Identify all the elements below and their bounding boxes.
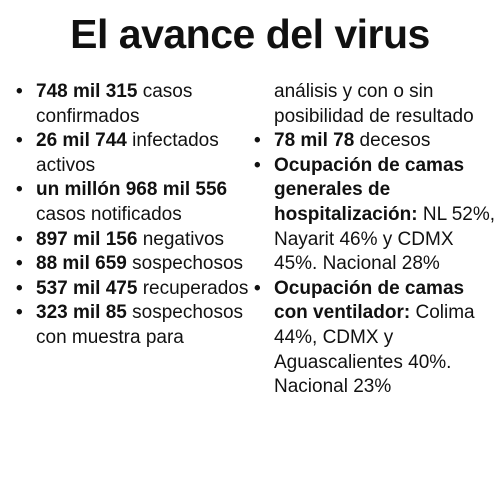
- list-item-active: • 26 mil 744 infectados activos: [16, 129, 250, 178]
- stat-value: 897 mil 156: [36, 228, 138, 250]
- stat-value: 323 mil 85: [36, 302, 127, 324]
- stats-list-right: análisis y con o sin posibilidad de resu…: [254, 80, 496, 400]
- bullet-icon: •: [254, 277, 261, 299]
- stat-label: sospechosos con muestra para: [36, 302, 244, 348]
- list-item-continuation: análisis y con o sin posibilidad de resu…: [274, 80, 496, 129]
- list-item-deaths: • 78 mil 78 decesos: [254, 129, 496, 154]
- list-item-negative: • 897 mil 156 negativos: [16, 228, 250, 253]
- stat-label: decesos: [354, 130, 431, 152]
- stat-value: 78 mil 78: [274, 130, 355, 152]
- stats-list-left: • 748 mil 315 casos confirmados • 26 mil 7…: [16, 80, 250, 351]
- list-item-ventilator-beds: • Ocupación de camas con ventilador: Coli…: [254, 277, 496, 400]
- list-item-recovered: • 537 mil 475 recuperados: [16, 277, 250, 302]
- stat-value: 537 mil 475: [36, 277, 138, 299]
- page-title: El avance del virus: [70, 11, 430, 57]
- stat-label: sospechosos: [126, 253, 244, 275]
- stat-label: casos confirmados: [36, 81, 193, 127]
- list-item-notified: • un millón 968 mil 556 casos notificados: [16, 178, 250, 227]
- list-item-general-beds: • Ocupación de camas generales de hospita…: [254, 154, 496, 277]
- bullet-icon: •: [16, 130, 23, 152]
- list-item-suspected: • 88 mil 659 sospechosos: [16, 252, 250, 277]
- stat-heading: Ocupación de camas con ventilador:: [274, 277, 465, 324]
- bullet-icon: •: [254, 154, 261, 176]
- bullet-icon: •: [16, 179, 23, 201]
- stat-label-continuation: análisis y con o sin posibilidad de resu…: [274, 81, 474, 127]
- bullet-icon: •: [16, 81, 23, 102]
- stat-value: un millón 968 mil 556: [36, 179, 228, 201]
- stat-label: recuperados: [137, 277, 249, 299]
- bullet-icon: •: [254, 130, 261, 152]
- stat-label: negativos: [137, 228, 225, 250]
- stat-value: 26 mil 744: [36, 130, 127, 152]
- bullet-icon: •: [16, 228, 23, 250]
- stat-value: 88 mil 659: [36, 253, 127, 275]
- stat-label: Colima 44%, CDMX y Aguascalientes 40%. N…: [274, 302, 475, 398]
- stat-heading: Ocupación de camas generales de hospital…: [274, 154, 465, 225]
- stat-label: NL 52%, Nayarit 46% y CDMX 45%. Nacional…: [274, 203, 496, 275]
- bullet-icon: •: [16, 253, 23, 275]
- list-item-confirmed: • 748 mil 315 casos confirmados: [16, 80, 250, 129]
- list-item-suspected-sampled: • 323 mil 85 sospechosos con muestra para: [16, 301, 250, 350]
- stat-value: 748 mil 315: [36, 81, 138, 102]
- stat-label: infectados activos: [36, 130, 219, 176]
- bullet-icon: •: [16, 277, 23, 299]
- stat-label: casos notificados: [36, 203, 182, 225]
- bullet-icon: •: [16, 302, 23, 324]
